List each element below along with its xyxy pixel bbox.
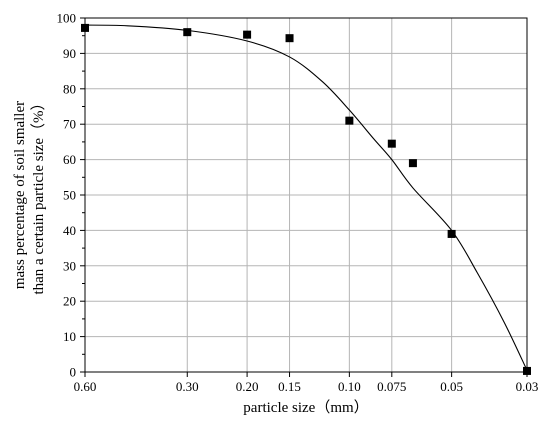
y-tick-label: 20 <box>63 294 76 309</box>
y-tick-label: 40 <box>63 223 76 238</box>
y-tick-label: 50 <box>63 188 76 203</box>
x-tick-label: 0.10 <box>338 379 361 394</box>
fitted-curve-line <box>84 24 528 371</box>
data-point <box>345 116 354 125</box>
y-tick-label: 80 <box>63 81 76 96</box>
y-tick-label: 90 <box>63 46 76 61</box>
data-point <box>183 28 192 37</box>
x-tick-label: 0.05 <box>440 379 463 394</box>
y-axis-title-line-2: than a certain particle size（%） <box>30 95 47 294</box>
x-tick-label: 0.03 <box>516 379 539 394</box>
y-tick-label: 60 <box>63 152 76 167</box>
data-point <box>387 139 396 148</box>
x-axis-title: particle size（mm） <box>243 399 368 416</box>
x-axis-ticks: 0.60 0.30 0.20 0.15 0.10 0.075 0.05 0.03 <box>74 372 539 394</box>
fitted-curve <box>84 24 528 371</box>
data-point <box>447 229 456 238</box>
y-axis-ticks: 0 10 20 30 40 50 60 70 80 90 100 <box>57 11 85 380</box>
y-axis-title-line-1: mass percentage of soil smaller <box>12 101 28 289</box>
y-tick-label: 70 <box>63 117 76 132</box>
data-points <box>81 23 531 375</box>
y-tick-label: 10 <box>63 329 76 344</box>
x-tick-label: 0.30 <box>176 379 199 394</box>
x-tick-label: 0.20 <box>236 379 259 394</box>
grid <box>85 18 527 372</box>
x-tick-label: 0.075 <box>377 379 406 394</box>
y-tick-label: 100 <box>57 11 77 26</box>
y-tick-label: 30 <box>63 258 76 273</box>
x-tick-label: 0.15 <box>278 379 301 394</box>
data-point <box>285 34 294 43</box>
data-point <box>408 159 417 168</box>
y-tick-label: 0 <box>70 365 77 380</box>
data-point <box>243 30 252 39</box>
x-tick-label: 0.60 <box>74 379 97 394</box>
